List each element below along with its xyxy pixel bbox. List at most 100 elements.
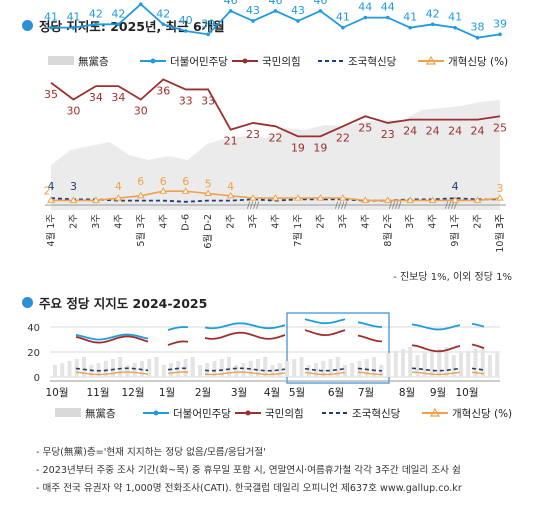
data-label-ppp: 25 <box>493 121 507 134</box>
legend-label: 국민의힘 <box>262 56 301 68</box>
series-line-rebuilding <box>411 367 461 372</box>
chart1-title: 정당 지지도: 2025년, 최근 6개월 <box>39 19 225 34</box>
point-reform <box>496 194 504 201</box>
x-tick-label: 8월 2주 <box>382 214 394 247</box>
x-tick-label: 4주 <box>360 214 371 229</box>
series-line-democratic <box>167 326 189 331</box>
data-label-democratic: 43 <box>291 4 305 17</box>
point-reform <box>451 196 459 203</box>
noparty-bar <box>480 347 485 377</box>
legend-label: 개혁신당 (%) <box>448 56 508 68</box>
series-line-reform <box>75 371 149 376</box>
data-label-ppp: 33 <box>179 94 193 107</box>
series-line-democratic <box>411 323 461 331</box>
series-line-ppp <box>304 329 346 337</box>
series-line-reform <box>411 371 461 376</box>
series-line-reform <box>357 371 383 376</box>
x-tick-label: 3주 <box>495 214 506 229</box>
x-tick-label: 10월 3주 <box>494 214 506 253</box>
noparty-bar <box>241 363 246 377</box>
noparty-bar <box>227 357 231 377</box>
x-tick-label: 1월 <box>159 387 175 399</box>
data-label-ppp: 22 <box>269 131 283 144</box>
noparty-bar <box>328 359 333 377</box>
point-democratic <box>94 22 98 27</box>
x-tick-label: 3주 <box>248 214 259 229</box>
footnote-3: - 매주 전국 유권자 약 1,000명 전화조사(CATI). 한국갤럽 데일… <box>36 483 462 494</box>
footnote-2: - 2023년부터 주중 조사 기간(화~목) 중 휴무일 포함 시, 연말연시… <box>36 465 461 476</box>
data-label-democratic: 42 <box>156 7 170 20</box>
point-democratic <box>71 25 76 30</box>
point-democratic <box>341 25 345 30</box>
data-label-democratic: 39 <box>493 17 507 30</box>
y-tick-label: 0 <box>34 373 40 384</box>
axis-break-mark: //// <box>389 201 402 211</box>
x-tick-label: 3주 <box>338 214 349 229</box>
legend-label: 더불어민주당 <box>173 408 231 420</box>
legend-marker <box>242 58 248 64</box>
noparty-bar <box>306 365 311 377</box>
noparty-bar <box>415 355 420 377</box>
noparty-bar <box>466 351 471 377</box>
noparty-bar <box>335 357 340 377</box>
section-title-recent: 정당 지지도: 2025년, 최근 6개월 <box>22 16 225 35</box>
x-tick-label: 7월 <box>358 387 374 399</box>
noparty-bar <box>386 353 391 377</box>
data-label-democratic: 38 <box>471 21 485 34</box>
data-label-democratic: 41 <box>66 11 80 24</box>
point-democratic <box>498 32 502 37</box>
noparty-bar <box>372 357 376 377</box>
noparty-bar <box>53 365 57 377</box>
series-line-democratic <box>357 321 383 328</box>
noparty-bar <box>408 347 413 377</box>
noparty-bar <box>147 359 152 377</box>
bullet-icon <box>22 297 33 308</box>
data-label-democratic: 41 <box>44 11 58 24</box>
noparty-bar <box>103 361 108 377</box>
series-line-rebuilding <box>167 367 189 371</box>
point-reform <box>383 196 392 203</box>
point-democratic <box>206 32 210 37</box>
x-tick-label: 5월 <box>289 387 305 399</box>
legend-label: 無黨층 <box>78 55 109 68</box>
data-label-ppp: 30 <box>134 105 148 118</box>
noparty-bar <box>401 349 405 377</box>
data-label-ppp: 22 <box>336 131 350 144</box>
legend-label: 개혁신당 (%) <box>452 408 512 420</box>
x-tick-label: 2주 <box>473 214 484 229</box>
noparty-bar <box>473 349 478 377</box>
point-democratic <box>251 19 255 23</box>
x-tick-label: 4월 1주 <box>45 214 57 247</box>
data-label-ppp: 36 <box>156 84 170 97</box>
axis-break-mark: //// <box>335 201 348 211</box>
noparty-bar <box>111 359 115 377</box>
noparty-bar <box>488 355 492 377</box>
bullet-icon <box>22 20 33 31</box>
footnote-1: - 무당(無黨)층='현재 지지하는 정당 없음/모름/응답거절' <box>36 447 266 458</box>
series-line-rebuilding <box>357 367 383 372</box>
x-tick-label: 2주 <box>315 214 326 229</box>
data-label-ppp: 23 <box>381 128 395 141</box>
point-reform <box>181 187 190 194</box>
other-parties-note: - 진보당 1%, 이외 정당 1% <box>393 272 512 283</box>
series-line-democratic <box>471 322 485 328</box>
data-label-reform: 2 <box>44 184 51 197</box>
point-democratic <box>49 25 53 30</box>
noparty-bar <box>263 357 268 377</box>
noparty-bar <box>422 353 427 377</box>
point-reform <box>428 196 437 203</box>
noparty-bar <box>234 365 239 377</box>
x-tick-label: 7월 1주 <box>292 214 304 247</box>
data-label-ppp: 23 <box>246 128 260 141</box>
data-label-democratic: 41 <box>336 11 350 24</box>
data-label-ppp: 33 <box>201 94 215 107</box>
point-reform <box>294 194 302 201</box>
series-line-rebuilding <box>75 367 149 372</box>
chart-recent-six-months: 無黨층 더불어민주당 국민의힘 조국혁신당 개혁신당 (%) //// //// //// //… <box>44 0 509 253</box>
data-label-democratic: 41 <box>403 11 417 24</box>
series-line-ppp <box>411 344 461 353</box>
data-label-ppp: 24 <box>426 125 440 138</box>
noparty-bar <box>132 363 137 377</box>
data-label-democratic: 43 <box>246 4 260 17</box>
noparty-bar <box>270 365 275 377</box>
